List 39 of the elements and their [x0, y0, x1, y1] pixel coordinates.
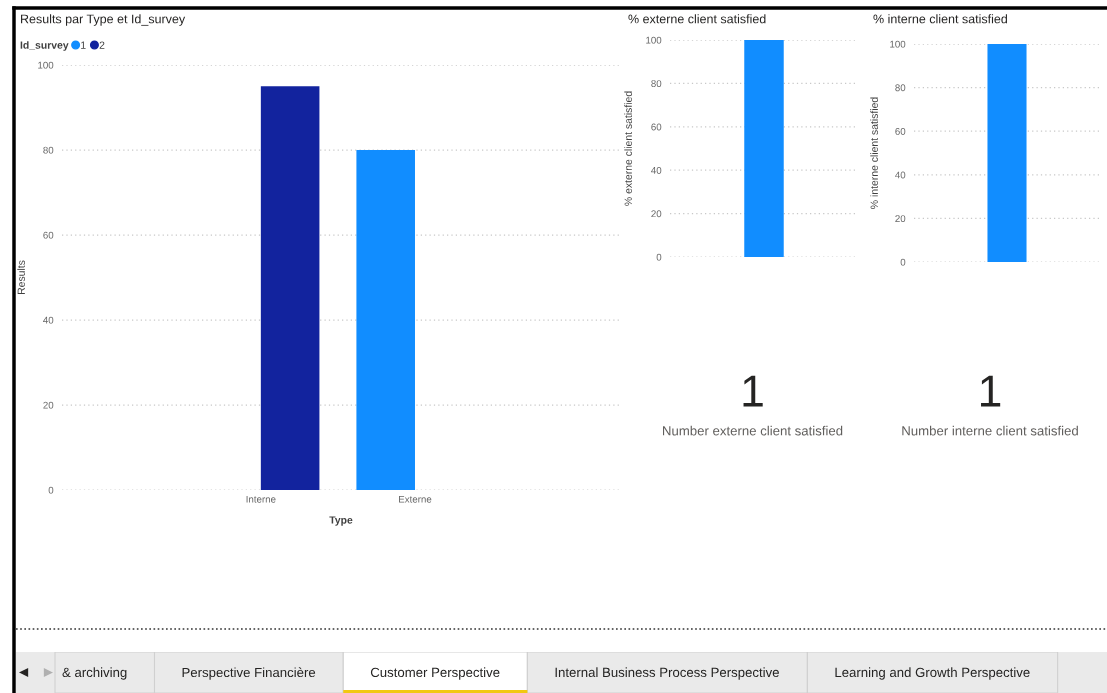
y-axis-title: % interne client satisfied [870, 97, 878, 209]
category-label: Internal Business Process Perspective [555, 667, 779, 680]
category-label: Number interne client satisfied [902, 425, 1078, 436]
y-axis-title: Results [17, 260, 25, 295]
chart-title: % interne client satisfied [873, 14, 1007, 24]
y-tick-label: 40 [895, 171, 906, 179]
y-tick-label: 0 [656, 253, 662, 261]
category-label: Customer Perspective [370, 667, 500, 680]
category-label: Learning and Growth Perspective [835, 667, 1030, 680]
legend-label: 1 [81, 41, 86, 49]
y-tick-label: 20 [43, 401, 54, 409]
y-tick-label: 100 [646, 36, 662, 44]
y-tick-label: 40 [651, 166, 662, 174]
category-label: Number externe client satisfied [663, 425, 843, 436]
y-tick-label: 0 [48, 486, 54, 494]
y-tick-label: 20 [895, 215, 906, 223]
data-label: 1 [743, 375, 763, 407]
y-tick-label: 100 [890, 40, 906, 48]
x-axis-title: Type [329, 516, 353, 526]
legend-label: 2 [99, 41, 105, 49]
y-tick-label: 100 [38, 61, 54, 69]
data-label: 1 [981, 375, 1001, 407]
y-tick-label: 80 [895, 84, 906, 92]
y-tick-label: 0 [900, 258, 906, 266]
category-label: Perspective Financière [182, 667, 316, 680]
y-tick-label: 80 [651, 80, 662, 88]
chart-title: Results par Type et Id_survey [21, 14, 186, 26]
chart-title: % externe client satisfied [628, 14, 766, 24]
x-tick-label: Interne [246, 495, 276, 503]
y-tick-label: 20 [651, 210, 662, 218]
y-tick-label: 60 [651, 123, 662, 131]
y-axis-title: % externe client satisfied [624, 91, 632, 206]
x-tick-label: Externe [399, 495, 432, 503]
y-tick-label: 40 [43, 316, 54, 324]
category-label: & archiving [62, 667, 127, 680]
y-tick-label: 80 [43, 146, 54, 154]
y-tick-label: 60 [43, 231, 54, 239]
legend-title: Id_survey [20, 41, 69, 51]
y-tick-label: 60 [895, 127, 906, 135]
